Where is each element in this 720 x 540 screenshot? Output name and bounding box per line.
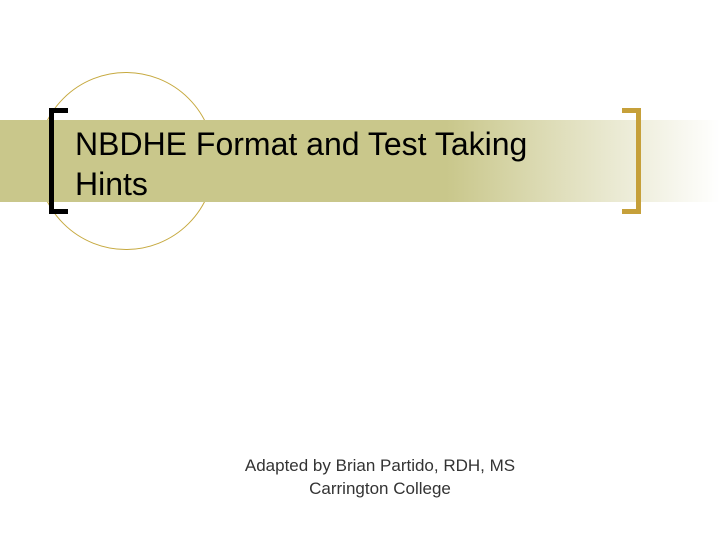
left-bracket-icon	[49, 108, 68, 214]
slide-title: NBDHE Format and Test Taking Hints	[75, 124, 527, 204]
right-bracket-icon	[622, 108, 641, 214]
title-line-1: NBDHE Format and Test Taking	[75, 124, 527, 164]
slide-footer: Adapted by Brian Partido, RDH, MS Carrin…	[210, 455, 550, 501]
footer-line-1: Adapted by Brian Partido, RDH, MS	[210, 455, 550, 478]
title-line-2: Hints	[75, 164, 527, 204]
footer-line-2: Carrington College	[210, 478, 550, 501]
